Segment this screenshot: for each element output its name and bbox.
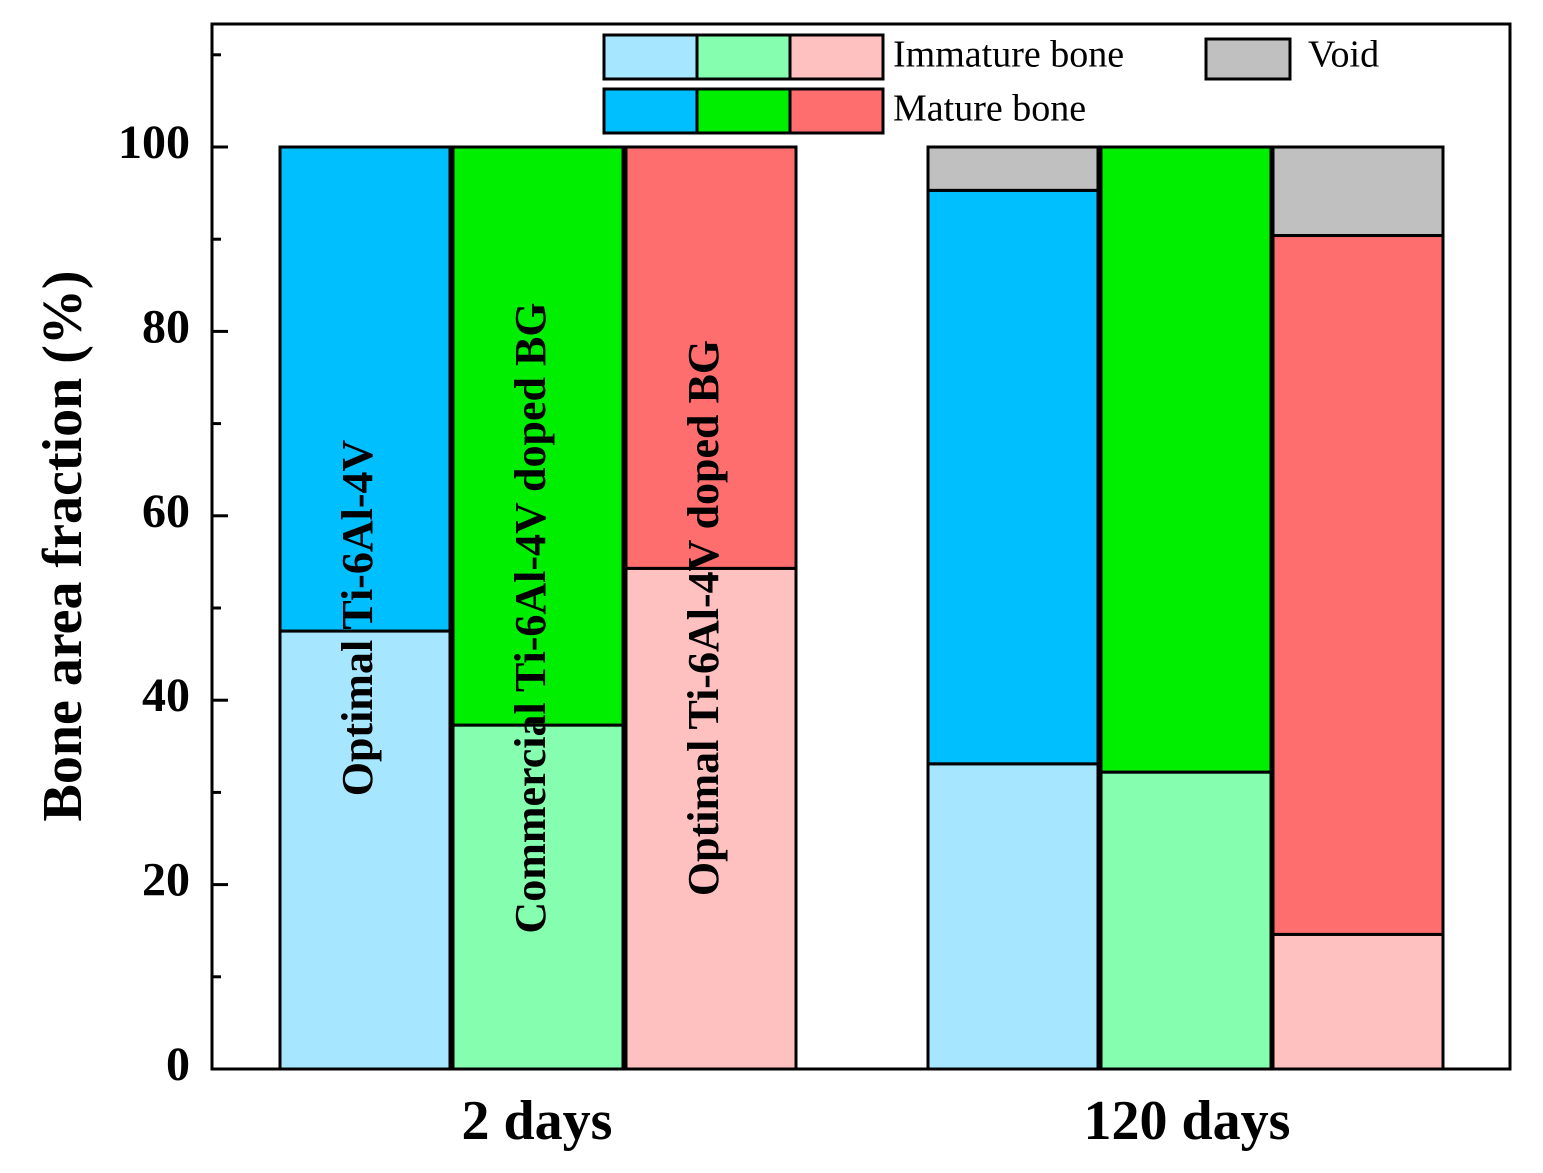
bar-sample-label: Optimal Ti-6Al-4V xyxy=(333,440,382,797)
legend-swatch-immature xyxy=(602,33,699,81)
legend-swatch-immature xyxy=(695,33,792,81)
y-tick-label: 0 xyxy=(166,1038,190,1091)
y-tick-label: 80 xyxy=(142,300,190,353)
bar-segment-void xyxy=(926,145,1100,192)
bar-segment-mature xyxy=(1099,145,1273,774)
bar-segment-void xyxy=(1271,145,1445,238)
bar-segment-mature xyxy=(278,145,452,633)
y-axis: 0 20 40 60 80 100 xyxy=(118,53,228,1091)
legend-label-immature: Immature bone xyxy=(893,34,1124,76)
legend-label-mature: Mature bone xyxy=(893,88,1086,130)
legend-swatch-immature xyxy=(788,33,885,81)
y-tick-label: 40 xyxy=(142,669,190,722)
bar-segment-immature xyxy=(451,723,625,1071)
bar-segment-mature xyxy=(624,145,798,570)
y-tick-label: 60 xyxy=(142,485,190,538)
bars xyxy=(278,145,1445,1071)
bar-sample-label: Optimal Ti-6Al-4V doped BG xyxy=(679,340,728,896)
y-tick-label: 100 xyxy=(118,116,190,169)
legend-swatch-mature xyxy=(602,87,699,135)
plot-area: Optimal Ti-6Al-4V Commercial Ti-6Al-4V do… xyxy=(118,22,1512,1091)
x-group-label: 2 days xyxy=(462,1090,613,1152)
bar-segment-immature xyxy=(624,566,798,1071)
bar-segment-immature xyxy=(926,762,1100,1071)
bar-segment-mature xyxy=(926,188,1100,766)
legend-swatch-void xyxy=(1204,37,1292,81)
legend: Immature bone Mature bone Void xyxy=(602,33,1379,135)
y-tick-label: 20 xyxy=(142,854,190,907)
bar-segment-immature xyxy=(1099,770,1273,1071)
bar-segment-mature xyxy=(451,145,625,727)
x-group-label: 120 days xyxy=(1084,1090,1291,1152)
bar-labels: Optimal Ti-6Al-4V Commercial Ti-6Al-4V do… xyxy=(333,302,728,933)
bar-segment-immature xyxy=(1271,932,1445,1071)
y-axis-title: Bone area fraction (%) xyxy=(32,270,94,821)
legend-swatch-mature xyxy=(788,87,885,135)
group-labels: 2 days 120 days xyxy=(462,1090,1291,1152)
legend-swatch-mature xyxy=(695,87,792,135)
bar-segment-mature xyxy=(1271,234,1445,936)
legend-label-void: Void xyxy=(1308,34,1379,76)
bar-sample-label: Commercial Ti-6Al-4V doped BG xyxy=(506,302,555,933)
bar-segment-immature xyxy=(278,629,452,1071)
